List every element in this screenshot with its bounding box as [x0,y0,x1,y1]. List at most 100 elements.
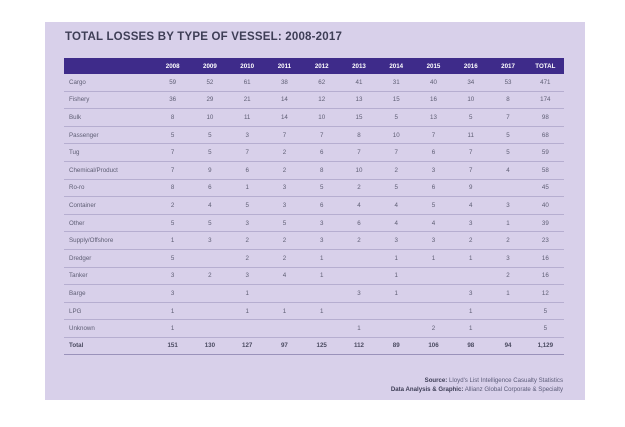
table-row: Fishery 36 29 21 14 12 13 15 16 10 8 174 [64,91,564,110]
value-cell: 3 [414,161,453,180]
table-row: Container 2 4 5 3 6 4 4 5 4 3 40 [64,196,564,215]
value-cell: 6 [191,179,229,198]
chart-title: TOTAL LOSSES BY TYPE OF VESSEL: 2008-201… [65,31,343,43]
value-cell: 2 [340,231,378,250]
value-cell: 10 [377,126,415,145]
value-cell: 2 [265,161,304,180]
value-cell: 3 [154,284,192,303]
value-cell: 5 [377,179,415,198]
value-cell: 21 [228,91,266,110]
value-cell: 12 [303,91,341,110]
value-cell: 13 [340,91,378,110]
value-cell: 11 [452,126,490,145]
value-cell: 1 [303,267,341,286]
value-cell: 4 [191,196,229,215]
analysis-label: Data Analysis & Graphic: [390,386,464,393]
value-cell: 10 [191,108,229,127]
value-cell: 2 [265,249,304,268]
total-value-cell: 89 [377,336,415,355]
table-row: Other 5 5 3 5 3 6 4 4 3 1 39 [64,214,564,233]
header-cell-total: TOTAL [526,58,564,74]
value-cell: 5 [228,196,266,215]
total-value-cell: 98 [452,336,490,355]
table-row: LPG 1 1 1 1 1 5 [64,302,564,321]
value-cell: 7 [154,143,192,162]
value-cell: 14 [265,91,304,110]
value-cell: 59 [154,74,192,92]
value-cell [265,284,304,303]
value-cell: 1 [377,267,415,286]
total-value-cell: 106 [414,336,453,355]
value-cell: 5 [489,143,527,162]
value-cell: 3 [377,231,415,250]
value-cell: 2 [228,231,266,250]
row-total-cell: 45 [526,179,564,198]
value-cell: 2 [489,231,527,250]
value-cell: 2 [191,267,229,286]
source-note: Source: Lloyd's List Intelligence Casual… [391,376,563,394]
total-value-cell: 125 [303,336,341,355]
chart-panel: TOTAL LOSSES BY TYPE OF VESSEL: 2008-201… [45,22,585,400]
value-cell: 1 [452,319,490,338]
value-cell: 7 [303,126,341,145]
vessel-type-cell: Unknown [64,319,154,338]
row-total-cell: 12 [526,284,564,303]
row-total-cell: 5 [526,302,564,321]
vessel-type-cell: Chemical/Product [64,161,154,180]
value-cell: 9 [191,161,229,180]
value-cell: 1 [414,249,453,268]
value-cell: 4 [489,161,527,180]
vessel-type-cell: Barge [64,284,154,303]
source-line: Source: Lloyd's List Intelligence Casual… [391,376,563,385]
table-row: Barge 3 1 3 1 3 1 12 [64,284,564,303]
header-cell-2015: 2015 [414,58,453,74]
value-cell: 1 [377,249,415,268]
value-cell: 5 [154,249,192,268]
row-total-cell: 59 [526,143,564,162]
vessel-type-cell: Other [64,214,154,233]
value-cell: 4 [452,196,490,215]
value-cell: 5 [265,214,304,233]
value-cell: 5 [452,108,490,127]
value-cell: 1 [377,284,415,303]
value-cell: 38 [265,74,304,92]
value-cell: 5 [154,126,192,145]
total-value-cell: 127 [228,336,266,355]
row-total-cell: 174 [526,91,564,110]
value-cell: 2 [154,196,192,215]
vessel-type-cell: LPG [64,302,154,321]
value-cell: 1 [452,302,490,321]
value-cell [340,302,378,321]
table-row: Tanker 3 2 3 4 1 1 2 16 [64,267,564,286]
value-cell: 6 [414,143,453,162]
value-cell: 2 [489,267,527,286]
value-cell: 13 [414,108,453,127]
value-cell: 3 [265,196,304,215]
value-cell: 1 [303,302,341,321]
value-cell: 2 [452,231,490,250]
vessel-type-cell: Passenger [64,126,154,145]
row-total-cell: 68 [526,126,564,145]
value-cell: 3 [228,267,266,286]
value-cell: 6 [414,179,453,198]
value-cell: 3 [414,231,453,250]
value-cell: 1 [154,302,192,321]
value-cell: 36 [154,91,192,110]
row-total-cell: 98 [526,108,564,127]
header-cell-2013: 2013 [340,58,378,74]
value-cell: 7 [154,161,192,180]
value-cell: 2 [377,161,415,180]
value-cell: 6 [303,196,341,215]
table-row: Supply/Offshore 1 3 2 2 3 2 3 3 2 2 23 [64,231,564,250]
value-cell: 7 [414,126,453,145]
value-cell: 7 [377,143,415,162]
header-cell-2014: 2014 [377,58,415,74]
row-total-cell: 23 [526,231,564,250]
analysis-text: Allianz Global Corporate & Specialty [464,386,563,393]
value-cell [303,284,341,303]
value-cell: 4 [414,214,453,233]
header-cell-2008: 2008 [154,58,192,74]
value-cell [377,302,415,321]
value-cell: 3 [303,214,341,233]
value-cell: 5 [191,143,229,162]
